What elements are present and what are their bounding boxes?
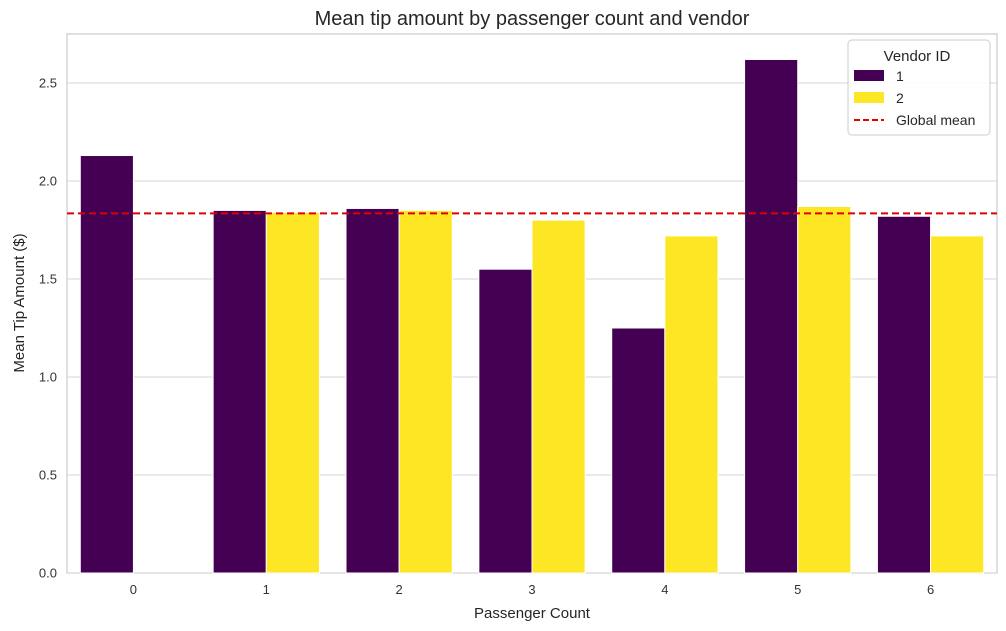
- legend-box: [847, 39, 991, 136]
- chart-title: Mean tip amount by passenger count and v…: [315, 8, 750, 30]
- bar-vendor-2-passengers-1: [265, 211, 320, 574]
- y-tick-label: 1.0: [39, 370, 57, 385]
- legend-title: Vendor ID: [884, 48, 951, 65]
- legend: Vendor ID 1 2 Global mean: [847, 39, 991, 136]
- bar-vendor-2-passengers-6: [930, 235, 985, 574]
- x-tick-label: 2: [396, 582, 403, 597]
- bar-vendor-2-passengers-2: [398, 209, 453, 574]
- y-tick-label: 0.5: [39, 468, 57, 483]
- legend-label-global-mean: Global mean: [896, 112, 975, 128]
- y-tick-label: 0.0: [39, 566, 57, 581]
- y-tick-label: 1.5: [39, 272, 57, 287]
- legend-swatch-vendor-1: [854, 70, 884, 81]
- bar-vendor-1-passengers-2: [345, 207, 400, 574]
- x-axis-label: Passenger Count: [474, 605, 591, 622]
- bar-vendor-1-passengers-4: [611, 327, 666, 574]
- y-tick-label: 2.0: [39, 174, 57, 189]
- bar-vendor-1-passengers-5: [744, 58, 799, 574]
- legend-label-vendor-1: 1: [896, 68, 904, 84]
- bar-vendor-1-passengers-0: [79, 155, 134, 574]
- legend-swatch-vendor-2: [854, 92, 884, 103]
- x-tick-label: 6: [927, 582, 934, 597]
- legend-label-vendor-2: 2: [896, 90, 904, 106]
- x-tick-label: 1: [263, 582, 270, 597]
- bar-vendor-1-passengers-1: [212, 209, 267, 574]
- y-axis-label: Mean Tip Amount ($): [11, 233, 28, 372]
- x-tick-label: 5: [794, 582, 801, 597]
- y-tick-label: 2.5: [39, 76, 57, 91]
- bar-vendor-2-passengers-3: [531, 219, 586, 574]
- y-tick-labels: 0.0 0.5 1.0 1.5 2.0 2.5: [39, 76, 57, 581]
- x-tick-label: 3: [528, 582, 535, 597]
- bars: [79, 58, 985, 574]
- x-tick-labels: 0 1 2 3 4 5 6: [130, 582, 934, 597]
- x-tick-label: 0: [130, 582, 137, 597]
- bar-vendor-1-passengers-6: [876, 215, 932, 574]
- bar-vendor-2-passengers-5: [797, 205, 852, 574]
- bar-vendor-2-passengers-4: [664, 235, 719, 574]
- x-tick-label: 4: [661, 582, 668, 597]
- bar-vendor-1-passengers-3: [478, 268, 533, 574]
